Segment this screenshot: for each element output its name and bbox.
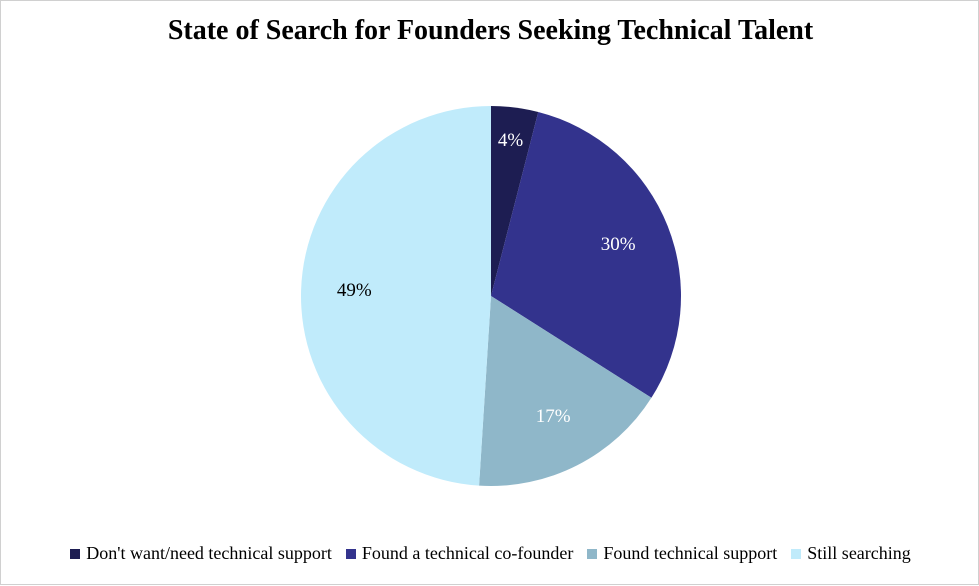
- pie-slice-still-searching: [300, 106, 491, 486]
- legend-item-still-searching: Still searching: [791, 543, 911, 564]
- legend-label: Still searching: [807, 543, 911, 563]
- legend-swatch: [70, 548, 81, 559]
- legend-label: Found technical support: [603, 543, 778, 563]
- data-label-don-t-want-need-technical-support: 4%: [498, 130, 524, 151]
- data-label-still-searching: 49%: [337, 280, 372, 301]
- legend-item-found-technical-support: Found technical support: [587, 543, 777, 564]
- pie-slice-found-technical-support: [479, 296, 652, 487]
- pie-labels: 4% 30% 17% 49%: [337, 130, 636, 427]
- pie-slices: [300, 106, 681, 487]
- legend-item-don-t-want-need-technical-support: Don't want/need technical support: [70, 543, 332, 564]
- legend-swatch: [791, 548, 802, 559]
- data-label-found-technical-support: 17%: [536, 406, 571, 427]
- legend-label: Found a technical co-founder: [361, 543, 574, 563]
- chart-legend: Don't want/need technical support Found a…: [1, 543, 979, 564]
- pie-slice-found-a-technical-co-founder: [491, 111, 681, 398]
- chart-title: State of Search for Founders Seeking Tec…: [167, 15, 814, 46]
- legend-item-found-a-technical-co-founder: Found a technical co-founder: [345, 543, 574, 564]
- pie-slice-don-t-want-need-technical-support: [491, 106, 539, 296]
- data-label-found-a-technical-co-founder: 30%: [601, 234, 636, 255]
- legend-swatch: [345, 548, 356, 559]
- legend-label: Don't want/need technical support: [86, 543, 332, 563]
- legend-swatch: [587, 548, 598, 559]
